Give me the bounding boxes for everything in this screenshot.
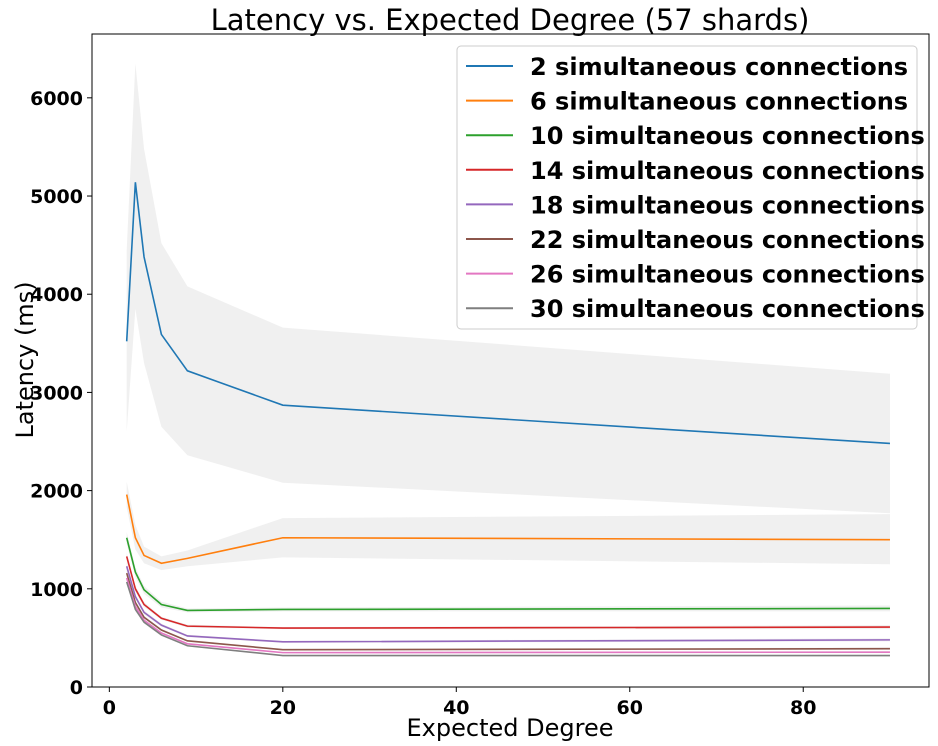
series-line-7: [125, 577, 890, 654]
series-line-2: [125, 494, 890, 565]
legend-label-3: 10 simultaneous connections: [530, 122, 925, 150]
x-tick-label: 80: [790, 697, 816, 719]
series-line-6: [125, 572, 890, 651]
y-tick-label: 4000: [30, 284, 83, 306]
legend-label-6: 22 simultaneous connections: [530, 226, 925, 254]
x-axis-label: Expected Degree: [407, 714, 614, 742]
x-tick-label: 60: [617, 697, 643, 719]
x-tick-label: 20: [270, 697, 296, 719]
confidence-band-series-4: [126, 552, 890, 630]
legend-label-4: 14 simultaneous connections: [530, 157, 925, 185]
y-tick-label: 5000: [30, 186, 83, 208]
plot-frame: [91, 33, 930, 688]
y-tick-label: 2000: [30, 481, 83, 503]
y-axis-label: Latency (ms): [11, 281, 39, 438]
confidence-band-series-5: [126, 562, 890, 643]
legend-box: [456, 45, 918, 330]
legend: 2 simultaneous connections 6 simultaneous…: [456, 45, 925, 330]
y-tick-label: 0: [70, 677, 83, 699]
series-line-4: [125, 556, 890, 629]
legend-label-8: 30 simultaneous connections: [530, 295, 925, 323]
legend-label-5: 18 simultaneous connections: [530, 191, 925, 219]
y-tick-label: 6000: [30, 88, 83, 110]
legend-label-7: 26 simultaneous connections: [530, 261, 925, 289]
series-line-5: [125, 566, 890, 643]
series-line-1: [125, 182, 891, 445]
confidence-band-series-1: [126, 63, 890, 514]
chart-title: Latency vs. Expected Degree (57 shards): [211, 3, 810, 37]
x-axis-ticks: 0 20 40 60 80: [103, 687, 816, 719]
y-axis-ticks: 0 1000 2000 3000 4000 5000 6000: [30, 88, 92, 699]
series-lines: [125, 182, 891, 657]
series-line-3: [125, 537, 890, 612]
legend-label-2: 6 simultaneous connections: [530, 88, 908, 116]
y-tick-label: 3000: [30, 382, 83, 404]
legend-label-1: 2 simultaneous connections: [530, 53, 908, 81]
x-tick-label: 40: [443, 697, 469, 719]
confidence-band-series-2: [126, 481, 890, 571]
x-tick-label: 0: [103, 697, 116, 719]
y-tick-label: 1000: [30, 579, 83, 601]
confidence-band-series-8: [126, 579, 890, 657]
series-line-8: [125, 581, 890, 657]
